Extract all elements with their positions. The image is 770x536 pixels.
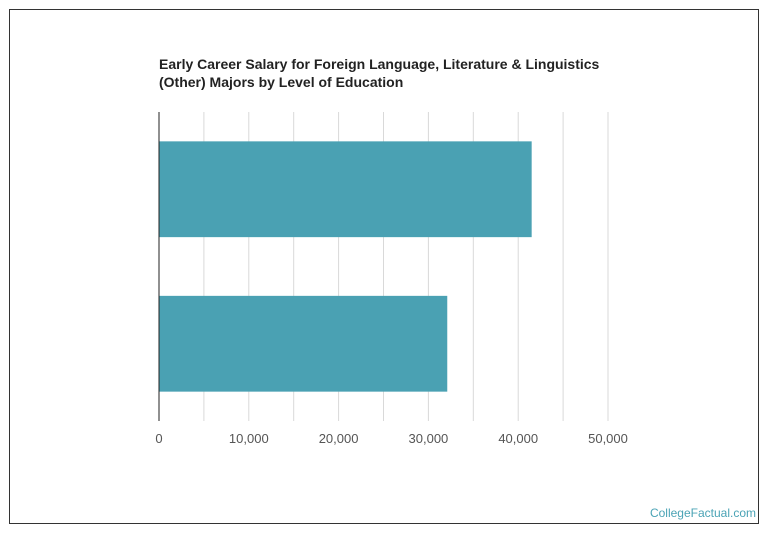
bar-1[interactable] (159, 141, 532, 238)
x-tick-label: 10,000 (229, 431, 269, 446)
bar-2[interactable] (159, 295, 448, 392)
chart-title: Early Career Salary for Foreign Language… (159, 55, 619, 91)
collegefactual-credit-link[interactable]: CollegeFactual.com (649, 506, 756, 520)
x-tick-label: 0 (155, 431, 162, 446)
x-axis-tick-labels: 0 10,000 20,000 30,000 40,000 50,000 (155, 431, 628, 446)
x-tick-label: 20,000 (319, 431, 359, 446)
x-tick-label: 50,000 (588, 431, 628, 446)
x-tick-label: 30,000 (409, 431, 449, 446)
chart-title-line-1: Early Career Salary for Foreign Language… (159, 56, 600, 72)
x-tick-label: 40,000 (498, 431, 538, 446)
bars (159, 141, 532, 392)
chart-title-line-2: (Other) Majors by Level of Education (159, 74, 404, 90)
